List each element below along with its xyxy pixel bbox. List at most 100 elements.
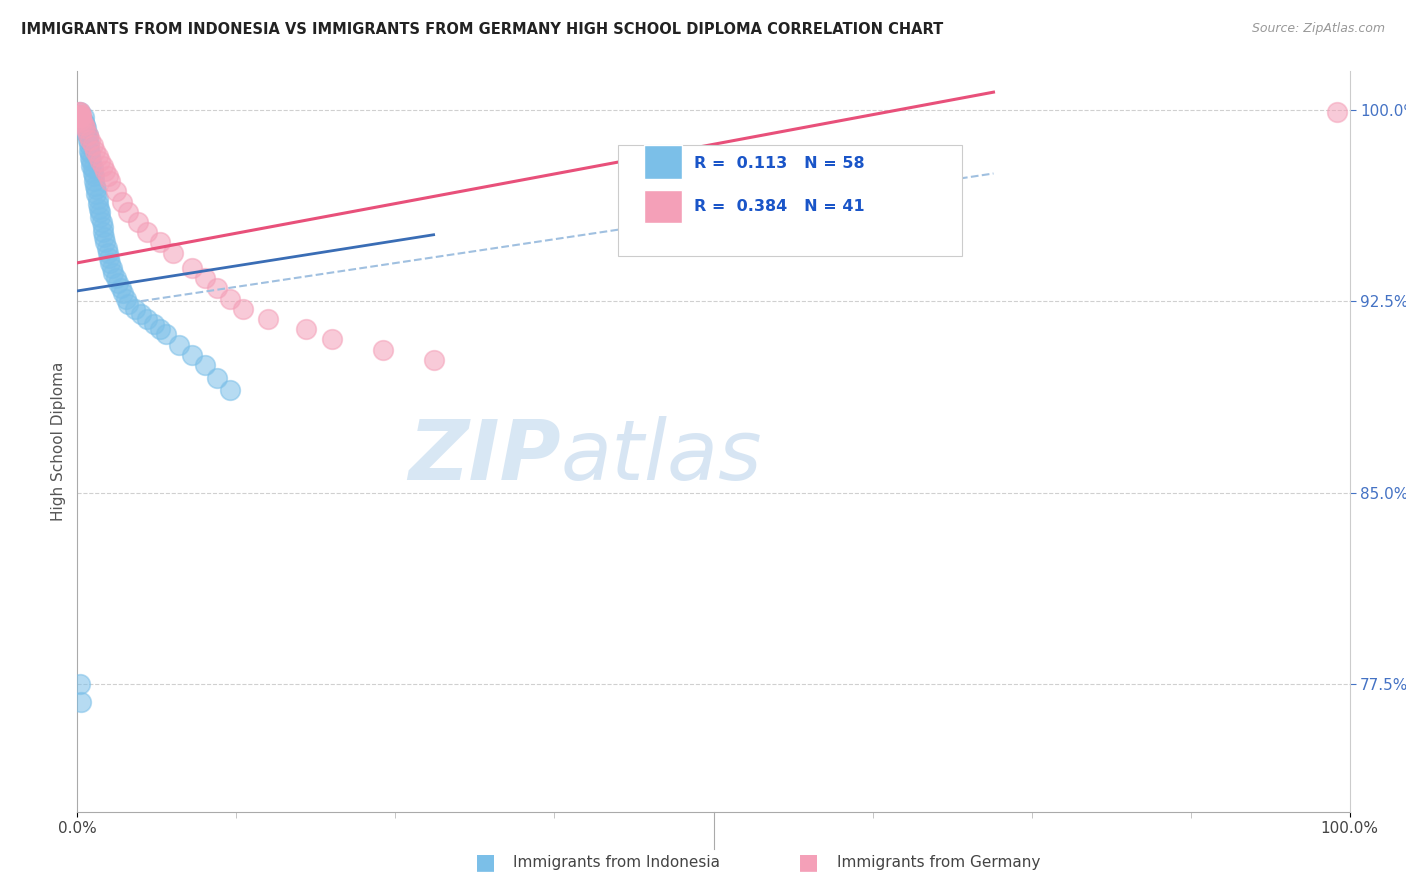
Point [69, 111, 91, 125]
Point [82, 166, 104, 180]
Point [149, 235, 172, 250]
Point [67, 105, 90, 120]
Text: Source: ZipAtlas.com: Source: ZipAtlas.com [1251, 22, 1385, 36]
Point [76, 133, 98, 147]
Point [136, 312, 159, 326]
Point [80, 153, 103, 168]
Point [73, 118, 96, 132]
Point [69, 111, 91, 125]
Point [94, 235, 117, 250]
Point [75, 120, 97, 135]
Point [111, 194, 134, 209]
Point [70, 695, 93, 709]
Point [257, 312, 280, 326]
Point [76, 128, 98, 143]
Point [79, 133, 101, 147]
Point [100, 174, 122, 188]
Point [86, 148, 108, 162]
Y-axis label: High School Diploma: High School Diploma [51, 362, 66, 521]
Point [83, 169, 105, 183]
Point [295, 322, 318, 336]
Point [100, 256, 122, 270]
Point [142, 317, 165, 331]
Text: R =  0.384   N = 41: R = 0.384 N = 41 [695, 199, 865, 213]
Point [96, 240, 118, 254]
Text: IMMIGRANTS FROM INDONESIA VS IMMIGRANTS FROM GERMANY HIGH SCHOOL DIPLOMA CORRELA: IMMIGRANTS FROM INDONESIA VS IMMIGRANTS … [21, 22, 943, 37]
Point [69, 105, 91, 120]
Point [110, 281, 132, 295]
Point [89, 153, 111, 168]
Point [91, 225, 114, 239]
Bar [644, 190, 682, 223]
Point [194, 271, 217, 285]
Point [104, 271, 127, 285]
Point [89, 210, 111, 224]
Point [97, 169, 120, 183]
Point [180, 348, 202, 362]
Point [69, 677, 91, 691]
Text: ZIP: ZIP [408, 416, 561, 497]
Point [114, 292, 136, 306]
Point [162, 245, 184, 260]
Point [80, 159, 103, 173]
Point [91, 220, 114, 235]
Point [129, 307, 152, 321]
Text: atlas: atlas [561, 416, 762, 497]
Point [73, 118, 96, 132]
Point [180, 260, 202, 275]
Point [79, 151, 101, 165]
Point [232, 301, 254, 316]
Point [155, 327, 177, 342]
Point [73, 115, 96, 129]
Point [149, 322, 172, 336]
Point [73, 120, 96, 135]
Point [86, 197, 108, 211]
Point [94, 164, 117, 178]
Point [124, 301, 146, 316]
Bar [644, 145, 682, 178]
Point [76, 128, 98, 143]
Point [75, 126, 97, 140]
Point [91, 159, 114, 173]
FancyBboxPatch shape [619, 145, 962, 257]
Point [100, 260, 122, 275]
Point [86, 192, 108, 206]
Point [219, 384, 242, 398]
Point [69, 108, 91, 122]
Point [207, 281, 229, 295]
Point [93, 230, 115, 244]
Text: Immigrants from Germany: Immigrants from Germany [837, 855, 1040, 870]
Point [422, 352, 444, 367]
Point [321, 333, 343, 347]
Point [703, 185, 725, 199]
Point [136, 225, 159, 239]
Point [86, 182, 108, 196]
Text: ■: ■ [475, 853, 495, 872]
Point [194, 358, 217, 372]
Point [127, 215, 149, 229]
Point [117, 296, 139, 310]
Point [84, 144, 107, 158]
Point [219, 292, 242, 306]
Point [77, 138, 100, 153]
Point [79, 146, 101, 161]
Text: Immigrants from Indonesia: Immigrants from Indonesia [513, 855, 720, 870]
Text: R =  0.113   N = 58: R = 0.113 N = 58 [695, 156, 865, 171]
Point [90, 215, 112, 229]
Point [87, 202, 110, 217]
Point [371, 343, 394, 357]
Point [70, 111, 93, 125]
Point [84, 179, 107, 194]
Text: ■: ■ [799, 853, 818, 872]
Point [104, 185, 127, 199]
Point [72, 112, 94, 127]
Point [207, 370, 229, 384]
Point [82, 161, 104, 176]
Point [97, 245, 120, 260]
Point [73, 111, 96, 125]
Point [70, 112, 93, 127]
Point [67, 111, 90, 125]
Point [69, 105, 91, 120]
Point [167, 337, 190, 351]
Point [82, 138, 104, 153]
